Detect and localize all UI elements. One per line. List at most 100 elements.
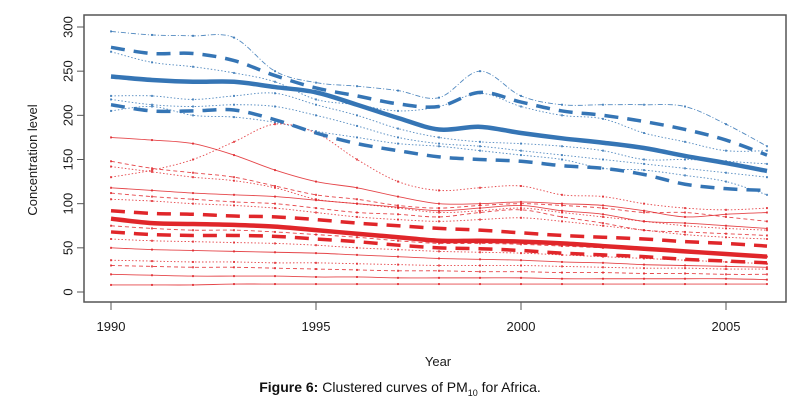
data-point: [397, 255, 399, 258]
data-point: [233, 229, 235, 232]
data-point: [561, 277, 563, 280]
plot-frame: [83, 14, 787, 303]
data-point: [315, 207, 317, 210]
data-point: [438, 257, 440, 260]
data-point: [561, 193, 563, 196]
y-tick-label: 100: [61, 193, 76, 215]
x-tick-label: 1995: [302, 319, 331, 334]
data-point: [766, 193, 768, 196]
data-point: [233, 176, 235, 179]
data-point: [520, 259, 522, 262]
data-point: [110, 224, 112, 227]
data-point: [643, 132, 645, 134]
data-point: [520, 243, 522, 246]
data-point: [602, 149, 604, 152]
data-point: [684, 264, 686, 267]
data-point: [233, 193, 235, 196]
data-point: [438, 211, 440, 214]
caption-subscript: 10: [467, 387, 478, 398]
data-point: [520, 270, 522, 273]
data-point: [643, 103, 645, 106]
x-tick-label: 2000: [507, 319, 536, 334]
data-point: [725, 149, 727, 152]
data-point: [438, 136, 440, 139]
data-point: [438, 96, 440, 99]
data-point: [643, 162, 645, 165]
data-point: [438, 145, 440, 148]
data-point: [438, 142, 440, 145]
data-point: [356, 268, 358, 271]
data-point: [725, 260, 727, 263]
data-point: [479, 145, 481, 148]
y-tick-label: 0: [61, 288, 76, 295]
series-line-red-cluster-upper-band: [110, 208, 768, 248]
data-point: [766, 176, 768, 179]
data-point: [643, 169, 645, 172]
data-point: [602, 283, 604, 286]
data-point: [315, 193, 317, 196]
data-point: [151, 265, 153, 268]
data-point: [110, 198, 112, 201]
data-point: [397, 195, 399, 198]
series-line-red-curve-5: [110, 198, 768, 240]
data-point: [192, 260, 194, 263]
data-point: [397, 239, 399, 242]
data-point: [192, 98, 194, 101]
data-point: [397, 276, 399, 279]
data-point: [561, 271, 563, 274]
data-point: [274, 202, 276, 205]
data-point: [151, 239, 153, 242]
data-point: [766, 149, 768, 152]
y-axis-title: Concentration level: [25, 104, 40, 215]
series-line-blue-cluster-mean: [110, 74, 768, 174]
data-point: [274, 283, 276, 286]
data-point: [684, 105, 686, 108]
data-point: [315, 268, 317, 271]
data-point: [274, 267, 276, 270]
data-point: [438, 269, 440, 272]
series-line-red-curve-high: [110, 136, 768, 218]
data-point: [479, 211, 481, 214]
data-point: [192, 266, 194, 269]
data-point: [766, 229, 768, 232]
data-point: [274, 275, 276, 278]
data-point: [110, 109, 112, 112]
series-line-blue-curve-c: [110, 92, 768, 165]
data-point: [479, 276, 481, 279]
data-point: [766, 220, 768, 223]
data-point: [356, 283, 358, 286]
data-point: [315, 283, 317, 286]
data-point: [725, 283, 727, 286]
data-point: [233, 200, 235, 203]
data-point: [315, 98, 317, 101]
data-point: [397, 213, 399, 216]
data-point: [561, 253, 563, 256]
data-point: [479, 207, 481, 210]
data-point: [397, 109, 399, 112]
data-point: [766, 278, 768, 281]
data-point: [274, 242, 276, 245]
data-point: [151, 195, 153, 198]
caption-text-end: for Africa.: [481, 379, 541, 395]
data-point: [561, 204, 563, 207]
data-point: [397, 283, 399, 286]
data-point: [561, 114, 563, 117]
series-line-red-cluster-mean: [110, 216, 768, 259]
caption-text: Clustered curves of PM: [322, 379, 468, 395]
data-point: [356, 186, 358, 189]
data-point: [520, 185, 522, 187]
data-point: [192, 34, 194, 37]
data-point: [520, 283, 522, 286]
data-point: [602, 271, 604, 274]
data-point: [561, 145, 563, 148]
data-point: [356, 275, 358, 278]
data-point: [479, 186, 481, 189]
series-line-red-cluster-lower-band: [110, 230, 768, 265]
data-point: [397, 204, 399, 207]
data-point: [438, 189, 440, 192]
data-point: [725, 236, 727, 239]
data-point: [684, 277, 686, 280]
data-point: [725, 232, 727, 235]
data-point: [438, 250, 440, 253]
data-point: [479, 70, 481, 73]
